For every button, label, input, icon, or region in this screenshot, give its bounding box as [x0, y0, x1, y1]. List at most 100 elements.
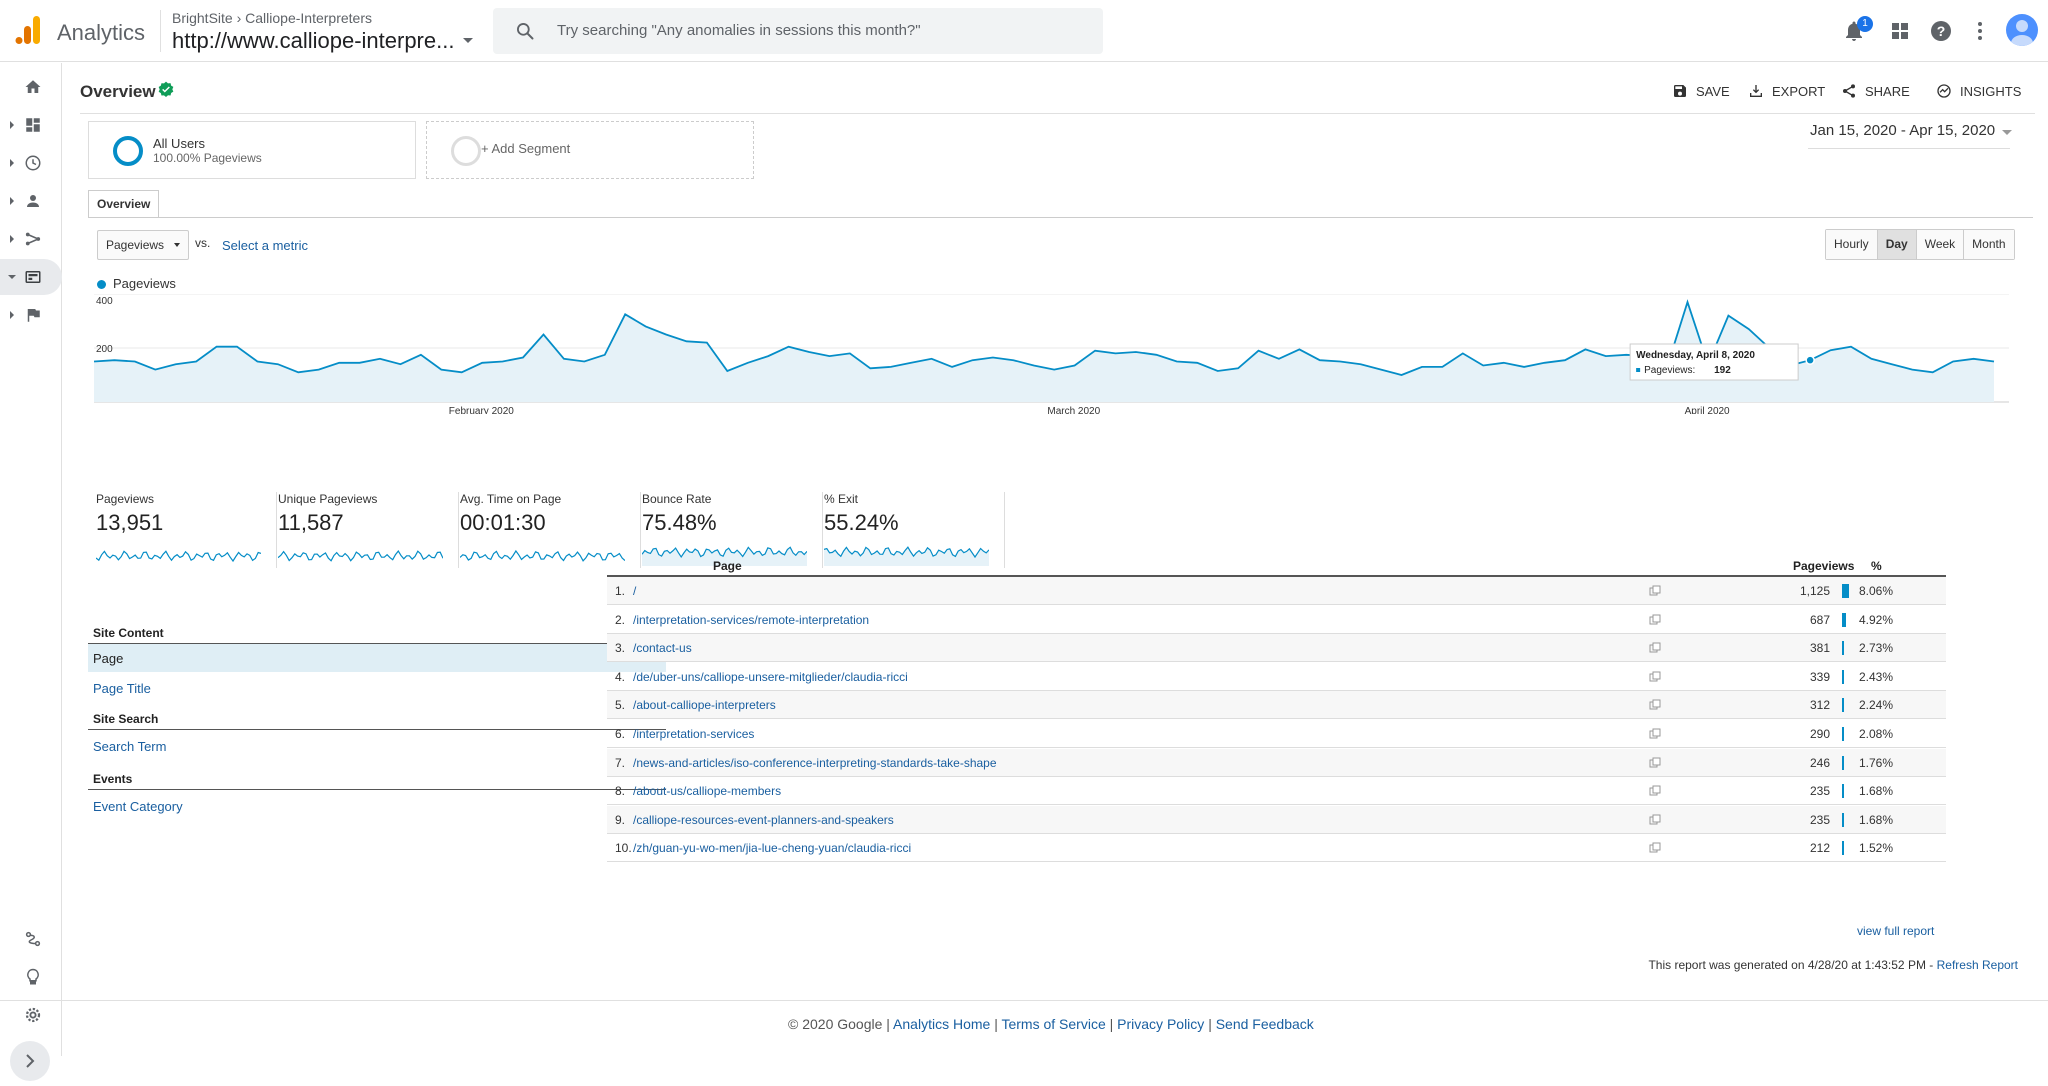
search-bar[interactable]: Try searching "Any anomalies in sessions…	[493, 8, 1103, 54]
pageviews-value: 339	[1809, 669, 1830, 684]
granularity-hourly-button[interactable]: Hourly	[1826, 230, 1878, 259]
app-name[interactable]: Analytics	[57, 20, 146, 45]
table-row[interactable]: 9. /calliope-resources-event-planners-and…	[607, 805, 1946, 834]
events-heading: Events	[93, 772, 133, 786]
expand-sidebar-button[interactable]	[10, 1041, 50, 1081]
page-link[interactable]: /about-calliope-interpreters	[633, 698, 776, 713]
sidebar-item-audience[interactable]	[0, 183, 62, 219]
page-title-link[interactable]: Page Title	[93, 681, 151, 696]
refresh-report-link[interactable]: Refresh Report	[1936, 958, 2018, 972]
open-link-icon[interactable]	[1649, 699, 1661, 711]
caret-down-icon[interactable]	[174, 243, 180, 247]
share-button[interactable]: SHARE	[1841, 81, 1910, 101]
sidebar-item-conversions[interactable]	[0, 297, 62, 333]
footer-link-feedback[interactable]: Send Feedback	[1215, 1016, 1314, 1032]
save-button[interactable]: SAVE	[1672, 81, 1730, 101]
pct-pageviews-value: 1.52%	[1859, 841, 1894, 856]
tab-overview[interactable]: Overview	[88, 190, 160, 218]
scorecard-4[interactable]: % Exit 55.24%	[824, 492, 1005, 568]
chevron-right-icon	[26, 1054, 35, 1068]
table-row[interactable]: 2. /interpretation-services/remote-interp…	[607, 606, 1946, 634]
sidebar-item-realtime[interactable]	[0, 145, 62, 181]
event-category-link[interactable]: Event Category	[93, 799, 183, 814]
chart-legend: Pageviews	[97, 276, 176, 291]
table-row[interactable]: 3. /contact-us 381 2.73%	[607, 634, 1946, 663]
page-link[interactable]: /about-us/calliope-members	[633, 784, 782, 799]
sidebar-item-home[interactable]	[0, 69, 62, 105]
sidebar-item-discover[interactable]	[0, 959, 62, 995]
open-link-icon[interactable]	[1649, 728, 1661, 740]
scorecard-3[interactable]: Bounce Rate 75.48%	[642, 492, 823, 568]
open-link-icon[interactable]	[1649, 671, 1661, 683]
avatar[interactable]	[2006, 14, 2038, 46]
date-range-picker[interactable]: Jan 15, 2020 - Apr 15, 2020	[1810, 122, 1996, 139]
select-metric-link[interactable]: Select a metric	[222, 238, 308, 253]
table-row[interactable]: 10./zh/guan-yu-wo-men/jia-lue-cheng-yuan…	[607, 834, 1946, 863]
analytics-logo-icon[interactable]	[14, 14, 42, 46]
open-link-icon[interactable]	[1649, 757, 1661, 769]
table-row[interactable]: 5. /about-calliope-interpreters 312 2.24%	[607, 691, 1946, 720]
page-link[interactable]: /zh/guan-yu-wo-men/jia-lue-cheng-yuan/cl…	[633, 841, 912, 856]
site-content-page-item[interactable]: Page	[88, 644, 666, 672]
more-vert-icon[interactable]	[1968, 19, 1992, 43]
open-link-icon[interactable]	[1649, 614, 1661, 626]
page-link[interactable]: /	[633, 584, 637, 598]
open-link-icon[interactable]	[1649, 814, 1661, 826]
table-row[interactable]: 8. /about-us/calliope-members 235 1.68%	[607, 777, 1946, 806]
view-full-report-link[interactable]: view full report	[1857, 924, 1935, 938]
search-icon	[517, 23, 534, 40]
insights-button[interactable]: INSIGHTS	[1936, 81, 2021, 101]
footer-link-privacy[interactable]: Privacy Policy	[1117, 1016, 1205, 1032]
page-title: Overview	[80, 82, 156, 101]
table-row[interactable]: 6. /interpretation-services 290 2.08%	[607, 720, 1946, 748]
table-row[interactable]: 4. /de/uber-uns/calliope-unsere-mitgliede…	[607, 663, 1946, 691]
open-link-icon[interactable]	[1649, 842, 1661, 854]
sidebar-item-customization[interactable]	[0, 107, 62, 143]
scorecard-value: 13,951	[96, 510, 164, 535]
scorecard-2[interactable]: Avg. Time on Page 00:01:30	[460, 492, 641, 568]
metric-select[interactable]: Pageviews	[97, 230, 189, 260]
search-term-link[interactable]: Search Term	[93, 739, 167, 754]
help-icon[interactable]: ?	[1929, 19, 1953, 43]
column-header-page[interactable]: Page	[713, 559, 742, 573]
sidebar-item-attribution[interactable]	[0, 921, 62, 957]
add-segment-button[interactable]: + Add Segment	[426, 121, 754, 179]
sidebar-item-acquisition[interactable]	[0, 221, 62, 257]
pageviews-chart[interactable]: 400 200 February 2020 March 2020 April 2020 W…	[94, 294, 2009, 414]
segment-all-users[interactable]: All Users 100.00% Pageviews	[88, 121, 416, 179]
page-link[interactable]: /interpretation-services/remote-interpre…	[633, 612, 870, 627]
verified-check-icon	[158, 81, 174, 97]
sidebar-item-admin[interactable]	[0, 997, 62, 1033]
open-link-icon[interactable]	[1649, 585, 1661, 597]
open-link-icon[interactable]	[1649, 785, 1661, 797]
attribution-icon	[25, 931, 41, 947]
granularity-month-button[interactable]: Month	[1964, 230, 2014, 259]
sidebar-item-behavior[interactable]	[0, 259, 62, 295]
footer-link-analytics-home[interactable]: Analytics Home	[893, 1016, 991, 1032]
table-row[interactable]: 1. / 1,125 8.06%	[607, 577, 1946, 605]
property-selector[interactable]: http://www.calliope-interpre...	[172, 28, 455, 53]
caret-down-icon[interactable]	[463, 38, 473, 43]
page-link[interactable]: /de/uber-uns/calliope-unsere-mitglieder/…	[633, 669, 908, 684]
breadcrumb-account[interactable]: BrightSite	[172, 10, 233, 26]
apps-grid-icon[interactable]	[1888, 19, 1912, 43]
page-link[interactable]: /calliope-resources-event-planners-and-s…	[633, 812, 894, 827]
footer-link-terms[interactable]: Terms of Service	[1001, 1016, 1106, 1032]
granularity-day-button[interactable]: Day	[1877, 230, 1917, 259]
row-number: 5.	[615, 698, 626, 713]
breadcrumb[interactable]: BrightSite › Calliope-Interpreters	[172, 10, 372, 26]
page-link[interactable]: /news-and-articles/iso-conference-interp…	[633, 755, 997, 770]
page-link[interactable]: /interpretation-services	[633, 727, 755, 741]
caret-down-icon[interactable]	[2002, 130, 2012, 135]
table-row[interactable]: 7. /news-and-articles/iso-conference-inte…	[607, 748, 1946, 777]
breadcrumb-property[interactable]: Calliope-Interpreters	[245, 10, 372, 26]
search-input[interactable]: Try searching "Any anomalies in sessions…	[557, 22, 921, 39]
scorecard-1[interactable]: Unique Pageviews 11,587	[278, 492, 459, 568]
column-header-pageviews[interactable]: Pageviews	[1793, 559, 1855, 573]
scorecard-0[interactable]: Pageviews 13,951	[96, 492, 277, 568]
caret-right-icon	[10, 159, 14, 167]
page-link[interactable]: /contact-us	[633, 641, 692, 656]
open-link-icon[interactable]	[1649, 642, 1661, 654]
export-button[interactable]: EXPORT	[1748, 81, 1825, 101]
granularity-week-button[interactable]: Week	[1916, 230, 1965, 259]
